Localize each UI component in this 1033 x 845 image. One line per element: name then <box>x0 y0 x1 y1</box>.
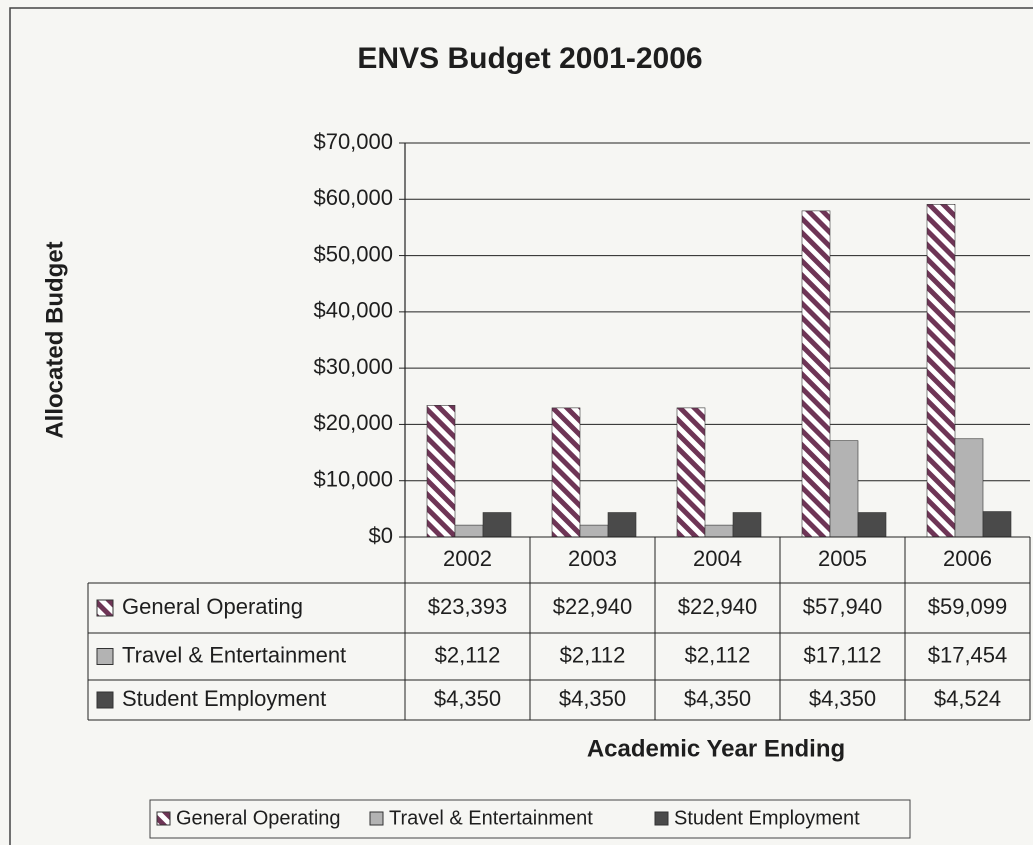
y-tick-label: $30,000 <box>313 354 393 379</box>
y-tick-label: $0 <box>369 523 393 548</box>
legend-label: General Operating <box>176 807 341 829</box>
bar <box>704 524 734 538</box>
legend-key <box>96 691 114 709</box>
y-tick-label: $10,000 <box>313 467 393 492</box>
bar <box>954 438 984 538</box>
x-tick-label: 2005 <box>818 546 867 571</box>
bar <box>801 210 831 538</box>
table-value: $4,350 <box>434 686 501 711</box>
bar <box>551 407 581 538</box>
y-tick-label: $50,000 <box>313 241 393 266</box>
bar <box>676 407 706 538</box>
table-value: $4,524 <box>934 686 1001 711</box>
legend-key <box>96 648 114 665</box>
table-value: $59,099 <box>928 594 1008 619</box>
table-value: $17,454 <box>928 642 1008 667</box>
bar <box>579 524 609 538</box>
bar <box>482 512 512 538</box>
legend-label: Travel & Entertainment <box>389 807 593 829</box>
bar <box>607 512 637 538</box>
table-value: $57,940 <box>803 594 883 619</box>
legend-box <box>149 799 911 839</box>
legend-key <box>156 811 171 826</box>
x-axis-label: Academic Year Ending <box>587 735 845 762</box>
x-tick-label: 2006 <box>943 546 992 571</box>
bar <box>829 440 859 538</box>
legend-label: Student Employment <box>674 807 860 829</box>
table-value: $22,940 <box>553 594 633 619</box>
table-value: $2,112 <box>685 642 751 667</box>
bar <box>454 524 484 538</box>
x-tick-label: 2003 <box>568 546 617 571</box>
table-value: $4,350 <box>809 686 876 711</box>
table-value: $22,940 <box>678 594 758 619</box>
row-label: General Operating <box>122 594 303 619</box>
y-tick-label: $20,000 <box>313 410 393 435</box>
bar <box>732 512 762 538</box>
row-label: Travel & Entertainment <box>122 642 346 667</box>
legend-key <box>96 599 114 617</box>
bar <box>426 405 456 538</box>
y-tick-label: $70,000 <box>313 129 393 154</box>
table-value: $23,393 <box>428 594 508 619</box>
table-value: $2,112 <box>435 642 501 667</box>
x-tick-label: 2004 <box>693 546 742 571</box>
table-value: $17,112 <box>804 642 882 667</box>
y-axis-label: Allocated Budget <box>41 241 68 438</box>
table-value: $4,350 <box>559 686 626 711</box>
y-tick-label: $40,000 <box>313 298 393 323</box>
x-tick-label: 2002 <box>443 546 492 571</box>
bar <box>982 511 1012 538</box>
legend-key <box>654 811 669 826</box>
legend-key <box>369 811 384 826</box>
chart-title: ENVS Budget 2001-2006 <box>357 42 702 75</box>
table-value: $2,112 <box>560 642 626 667</box>
y-tick-label: $60,000 <box>313 185 393 210</box>
table-value: $4,350 <box>684 686 751 711</box>
chart-frame <box>9 7 1033 845</box>
row-label: Student Employment <box>122 686 326 711</box>
bar <box>857 512 887 538</box>
bar <box>926 204 956 538</box>
